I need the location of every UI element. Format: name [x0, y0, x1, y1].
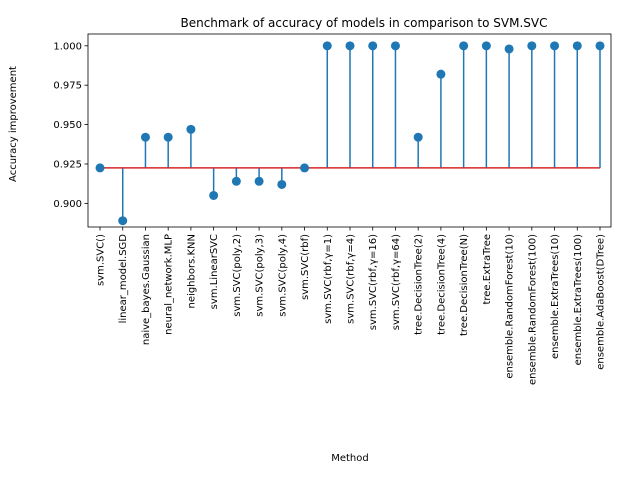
stem-marker	[527, 41, 537, 51]
stem-marker	[550, 41, 560, 51]
plot-frame	[87, 33, 612, 228]
y-tick-label: 1.000	[53, 41, 82, 52]
stem-marker	[95, 163, 105, 173]
chart-title: Benchmark of accuracy of models in compa…	[180, 16, 547, 30]
x-tick-label: ensemble.ExtraTrees(10)	[550, 234, 561, 359]
stem-marker	[345, 41, 355, 51]
y-tick-label: 0.950	[53, 120, 82, 131]
y-axis-label: Accuracy improvement	[8, 66, 19, 182]
stem-marker	[254, 176, 264, 186]
stem-marker	[504, 44, 514, 54]
stem-marker	[231, 176, 241, 186]
x-tick-label: svm.SVC(rbf,γ=1)	[323, 234, 334, 324]
x-tick-label: svm.SVC(rbf,γ=4)	[346, 234, 357, 324]
x-tick-label: svm.SVC()	[96, 234, 107, 286]
y-tick-label: 0.975	[53, 81, 82, 92]
x-tick-label: svm.SVC(poly,3)	[255, 234, 266, 317]
stem-marker	[413, 132, 423, 142]
x-tick-label: tree.ExtraTree	[482, 234, 493, 305]
x-tick-label: svm.SVC(rbf,γ=16)	[368, 234, 379, 330]
x-tick-label: tree.DecisionTree(N)	[459, 234, 470, 336]
stem-marker	[140, 132, 150, 142]
x-tick-label: tree.DecisionTree(4)	[436, 234, 447, 335]
stem-marker	[595, 41, 605, 51]
stem-marker	[368, 41, 378, 51]
x-tick-label: svm.SVC(poly,4)	[277, 234, 288, 317]
stem-marker	[481, 41, 491, 51]
x-tick-label: ensemble.AdaBoost(DTree)	[596, 234, 607, 370]
stem-marker	[118, 216, 128, 226]
x-tick-label: ensemble.RandomForest(10)	[505, 234, 516, 379]
x-tick-label: linear_model.SGD	[118, 234, 129, 324]
x-tick-label: svm.SVC(rbf)	[300, 234, 311, 300]
stem-marker	[186, 124, 196, 134]
x-tick-label: ensemble.ExtraTrees(100)	[573, 234, 584, 365]
x-tick-label: svm.SVC(rbf,γ=64)	[391, 234, 402, 330]
x-tick-label: svm.SVC(poly,2)	[232, 234, 243, 317]
x-axis-label: Method	[331, 453, 369, 464]
x-tick-label: naive_bayes.Gaussian	[141, 234, 152, 345]
y-tick-label: 0.900	[53, 199, 82, 210]
y-tick-label: 0.925	[53, 159, 82, 170]
x-tick-label: svm.LinearSVC	[209, 234, 220, 309]
x-tick-label: neighbors.KNN	[186, 234, 197, 308]
x-tick-label: ensemble.RandomForest(100)	[527, 234, 538, 385]
x-tick-label: tree.DecisionTree(2)	[414, 234, 425, 335]
stem-marker	[390, 41, 400, 51]
stem-marker	[322, 41, 332, 51]
stem-marker	[436, 69, 446, 79]
stem-marker	[277, 179, 287, 189]
stem-marker	[572, 41, 582, 51]
stem-marker	[209, 190, 219, 200]
plot-area: 0.900 0.925 0.950 0.975 1.000 svm.SVC() linear…	[53, 33, 612, 385]
stem-marker	[163, 132, 173, 142]
stem-marker	[459, 41, 469, 51]
stem-marker	[300, 163, 310, 173]
x-tick-label: neural_network.MLP	[164, 234, 175, 335]
